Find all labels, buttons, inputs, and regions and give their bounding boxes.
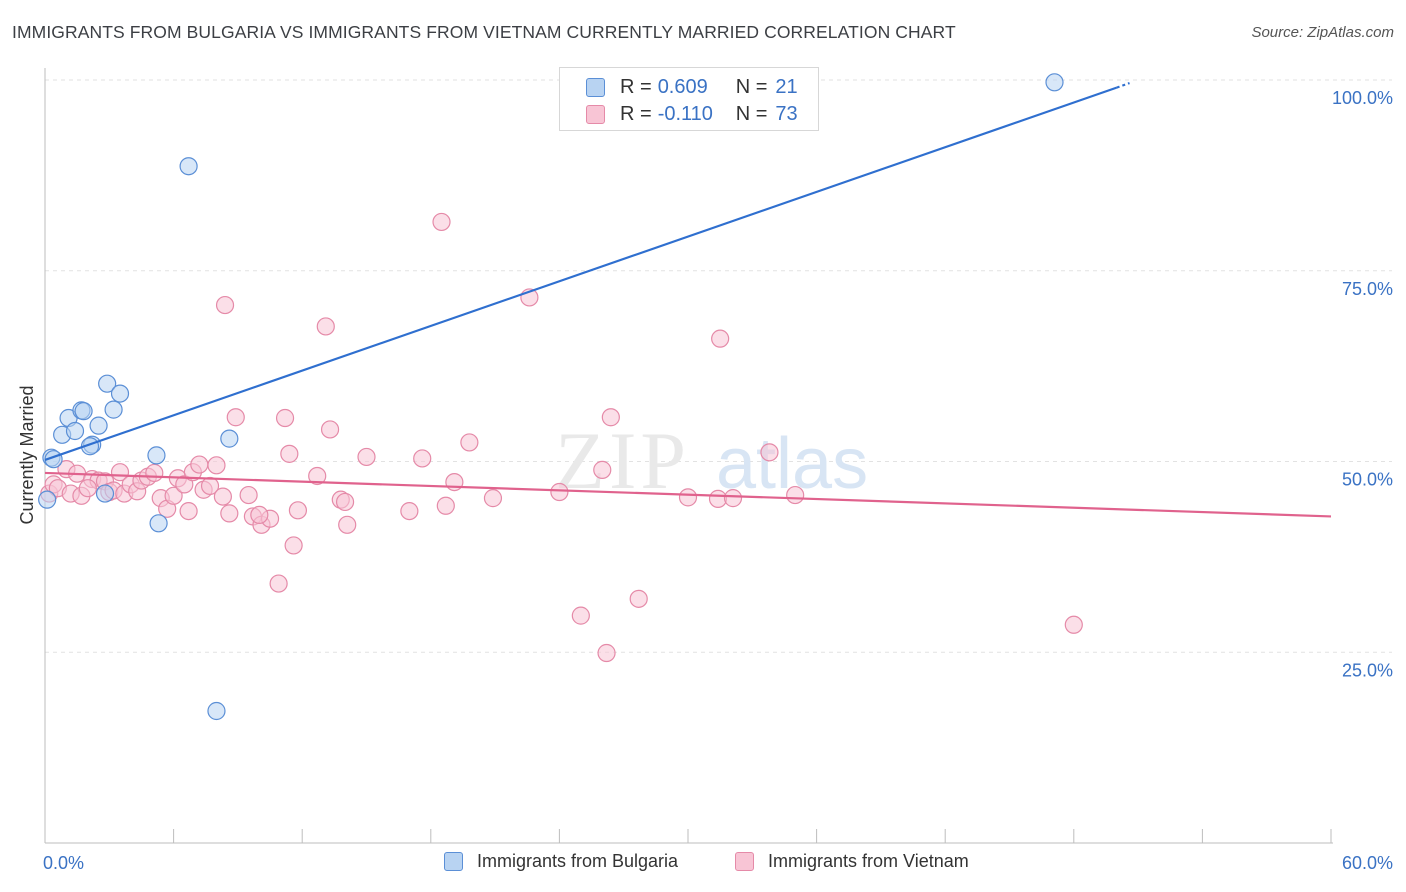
vietnam-point [308,466,327,486]
vietnam-point [200,476,220,496]
series-bulgaria-points [38,73,1064,721]
bulgaria-point [74,402,93,421]
vietnam-point [288,501,308,520]
vietnam-point [215,295,235,315]
r-value: 0.609 [657,75,708,98]
vietnam-point [550,482,569,502]
y-axis-label: Currently Married [17,385,37,524]
vietnam-point [269,574,288,593]
r-label: R = [620,75,652,98]
x-tick-label: 60.0% [1342,853,1393,873]
legend-label: Immigrants from Vietnam [768,851,969,871]
vietnam-trend-line [44,471,1332,518]
x-tick-labels: 0.0% 60.0% [43,853,1393,873]
bulgaria-point [1045,73,1064,92]
vietnam-point [284,536,303,555]
vietnam-point [711,329,730,348]
bulgaria-trend-extension [1116,82,1130,89]
vietnam-point [436,496,455,515]
vietnam-point [678,488,698,507]
legend-row-vietnam: R = -0.110 N = 73 [586,100,798,128]
bulgaria-point [98,374,117,393]
vietnam-point [280,444,299,463]
vietnam-point [432,212,451,232]
vietnam-point [179,501,198,521]
y-tick-label: 25.0% [1342,660,1393,680]
legend-row-bulgaria: R = 0.609 N = 21 [586,73,798,101]
vietnam-point [629,589,648,608]
vietnam-point [357,447,376,467]
bulgaria-point [149,514,168,533]
vietnam-swatch [735,852,754,871]
vietnam-point [483,489,503,508]
vietnam-point [78,479,97,498]
chart-title: IMMIGRANTS FROM BULGARIA VS IMMIGRANTS F… [12,22,956,42]
y-tick-labels: 25.0% 50.0% 75.0% 100.0% [1332,88,1393,680]
vietnam-point [760,443,779,462]
r-label: R = [620,102,652,125]
vietnam-point [460,433,479,452]
y-tick-label: 75.0% [1342,279,1393,299]
legend-item-vietnam[interactable]: Immigrants from Vietnam [735,851,969,872]
bulgaria-point [65,421,85,441]
bulgaria-point [179,157,198,176]
bulgaria-point [147,446,166,465]
vietnam-point [1064,615,1083,634]
vietnam-point [275,408,295,428]
bulgaria-point [89,416,108,435]
bulgaria-point [207,701,226,721]
series-legend: Immigrants from Bulgaria Immigrants from… [0,851,1406,879]
vietnam-point [190,455,209,474]
bulgaria-swatch [444,852,463,871]
vietnam-point [571,606,590,625]
vietnam-point [601,408,620,427]
vietnam-point [316,317,335,336]
vietnam-point [320,420,340,439]
vietnam-point [400,501,419,521]
legend-label: Immigrants from Bulgaria [477,851,679,871]
bulgaria-point [104,400,123,419]
y-tick-label: 50.0% [1342,470,1393,490]
trend-lines [44,82,1332,518]
n-value: 73 [775,102,798,125]
vietnam-point [335,492,355,512]
vietnam-point [213,487,232,506]
source-label: Source: ZipAtlas.com [1251,24,1394,41]
vietnam-point [593,460,612,479]
vietnam-point [338,515,357,534]
bulgaria-swatch [586,77,605,97]
vietnam-point [413,449,432,468]
vietnam-point [723,489,743,508]
vietnam-point [207,456,226,475]
vietnam-point [145,463,164,483]
x-tick-label: 0.0% [43,853,84,873]
bulgaria-point [38,490,57,509]
n-value: 21 [775,75,798,98]
vietnam-point [226,408,245,427]
bulgaria-point [110,384,130,403]
stats-legend: R = 0.609 N = 21 R = -0.110 N = 73 [559,67,819,131]
vietnam-point [220,504,239,523]
vietnam-point [164,486,183,505]
vietnam-point [786,485,805,505]
vietnam-point [250,505,269,525]
vietnam-point [239,485,258,505]
y-tick-label: 100.0% [1332,88,1393,108]
vietnam-swatch [586,104,605,124]
bulgaria-point [220,429,239,448]
vietnam-point [597,643,616,663]
r-value: -0.110 [657,102,713,125]
bulgaria-trend-line [44,86,1118,462]
bulgaria-point [95,484,115,503]
legend-item-bulgaria[interactable]: Immigrants from Bulgaria [444,851,678,872]
grid-lines [45,79,1392,653]
n-label: N = [735,75,768,98]
n-label: N = [735,102,768,125]
